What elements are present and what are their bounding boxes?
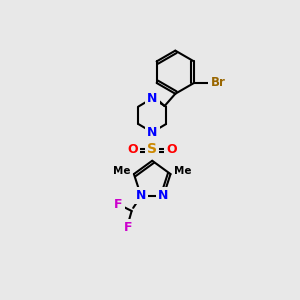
Text: N: N: [136, 189, 146, 202]
Text: N: N: [147, 126, 158, 139]
Text: Me: Me: [113, 166, 130, 176]
Text: Me: Me: [174, 166, 192, 176]
Text: N: N: [158, 189, 169, 202]
Text: O: O: [166, 143, 177, 156]
Text: S: S: [147, 142, 157, 156]
Text: F: F: [124, 221, 133, 234]
Text: F: F: [114, 197, 123, 211]
Text: Br: Br: [210, 76, 225, 89]
Text: N: N: [147, 92, 158, 105]
Text: O: O: [128, 143, 138, 156]
